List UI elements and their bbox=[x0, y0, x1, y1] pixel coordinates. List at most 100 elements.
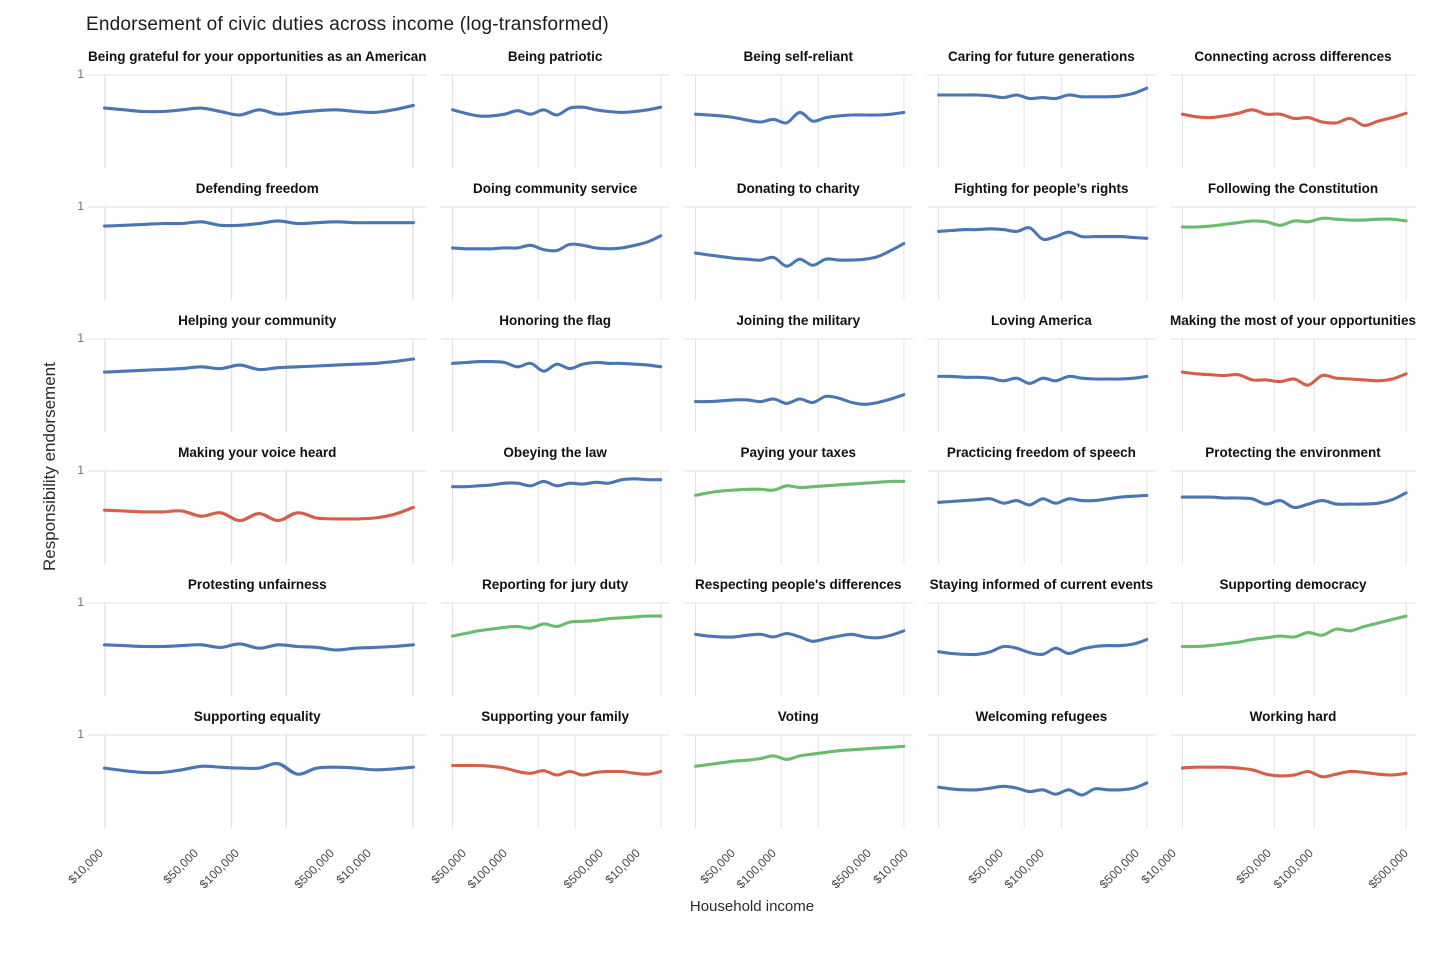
facet-title: Being patriotic bbox=[507, 49, 603, 64]
facet-working-hard: Working hard bbox=[1169, 706, 1416, 830]
facet-making-the-most-of-your-opportunities: Making the most of your opportunities bbox=[1169, 310, 1416, 434]
facet-practicing-freedom-of-speech: Practicing freedom of speech bbox=[926, 442, 1156, 566]
facet-title: Defending freedom bbox=[195, 181, 319, 196]
facet-plot bbox=[926, 74, 1156, 168]
facet-title: Supporting your family bbox=[481, 709, 630, 724]
facet-plot bbox=[683, 602, 913, 696]
facet-respecting-people-s-differences: Respecting people's differences bbox=[683, 574, 913, 698]
facet-title: Loving America bbox=[991, 313, 1092, 328]
facet-title: Helping your community bbox=[178, 313, 337, 328]
facet-plot bbox=[88, 206, 427, 300]
facet-plot bbox=[683, 734, 913, 828]
facet-fighting-for-people-s-rights: Fighting for people’s rights bbox=[926, 178, 1156, 302]
facet-title: Working hard bbox=[1249, 709, 1337, 724]
facet-title: Making your voice heard bbox=[178, 445, 337, 460]
y-tick-label: 1 bbox=[77, 595, 84, 609]
facet-plot bbox=[926, 338, 1156, 432]
facet-paying-your-taxes: Paying your taxes bbox=[683, 442, 913, 566]
y-tick-label: 1 bbox=[77, 463, 84, 477]
facet-following-the-constitution: Following the Constitution bbox=[1169, 178, 1416, 302]
facet-title: Donating to charity bbox=[736, 181, 860, 196]
facet-plot bbox=[88, 338, 427, 432]
facet-caring-for-future-generations: Caring for future generations bbox=[926, 46, 1156, 170]
facet-helping-your-community: Helping your community 1 bbox=[77, 310, 427, 434]
facet-title: Being grateful for your opportunities as… bbox=[88, 49, 427, 64]
facet-title: Reporting for jury duty bbox=[482, 577, 629, 592]
facet-plot bbox=[440, 206, 670, 300]
y-tick-label: 1 bbox=[77, 331, 84, 345]
facet-plot bbox=[926, 470, 1156, 564]
facet-protesting-unfairness: Protesting unfairness 1 bbox=[77, 574, 427, 698]
facet-title: Voting bbox=[777, 709, 819, 724]
facet-plot bbox=[440, 338, 670, 432]
facet-plot bbox=[1169, 338, 1416, 432]
facet-plot bbox=[88, 470, 427, 564]
facet-title: Joining the military bbox=[736, 313, 861, 328]
facet-plot bbox=[1169, 206, 1416, 300]
facet-supporting-equality: Supporting equality 1 bbox=[77, 706, 427, 830]
facet-title: Following the Constitution bbox=[1207, 181, 1379, 196]
facet-title: Caring for future generations bbox=[948, 49, 1135, 64]
facet-plot bbox=[88, 74, 427, 168]
facet-connecting-across-differences: Connecting across differences bbox=[1169, 46, 1416, 170]
facet-plot bbox=[88, 734, 427, 828]
page-title: Endorsement of civic duties across incom… bbox=[86, 14, 609, 35]
facet-loving-america: Loving America bbox=[926, 310, 1156, 434]
facet-making-your-voice-heard: Making your voice heard 1 bbox=[77, 442, 427, 566]
facet-title: Honoring the flag bbox=[499, 313, 611, 328]
facet-obeying-the-law: Obeying the law bbox=[440, 442, 670, 566]
facet-title: Connecting across differences bbox=[1194, 49, 1392, 64]
facet-plot bbox=[88, 602, 427, 696]
facet-title: Being self-reliant bbox=[743, 49, 854, 64]
facet-plot bbox=[683, 470, 913, 564]
y-tick-label: 1 bbox=[77, 67, 84, 81]
facet-staying-informed-of-current-events: Staying informed of current events bbox=[926, 574, 1156, 698]
facet-donating-to-charity: Donating to charity bbox=[683, 178, 913, 302]
facet-welcoming-refugees: Welcoming refugees bbox=[926, 706, 1156, 830]
facet-supporting-democracy: Supporting democracy bbox=[1169, 574, 1416, 698]
facet-plot bbox=[440, 734, 670, 828]
facet-title: Protesting unfairness bbox=[187, 577, 327, 592]
facet-title: Paying your taxes bbox=[740, 445, 857, 460]
facet-defending-freedom: Defending freedom 1 bbox=[77, 178, 427, 302]
facet-plot bbox=[683, 338, 913, 432]
facet-plot bbox=[683, 74, 913, 168]
facet-plot bbox=[1169, 734, 1416, 828]
facet-title: Doing community service bbox=[472, 181, 638, 196]
facet-plot bbox=[440, 74, 670, 168]
facet-title: Supporting democracy bbox=[1219, 577, 1367, 592]
facet-plot bbox=[440, 470, 670, 564]
facet-joining-the-military: Joining the military bbox=[683, 310, 913, 434]
facet-plot bbox=[926, 734, 1156, 828]
facet-honoring-the-flag: Honoring the flag bbox=[440, 310, 670, 434]
facet-title: Welcoming refugees bbox=[975, 709, 1108, 724]
facet-grid-wrap: Being grateful for your opportunities as… bbox=[65, 46, 1416, 916]
facet-plot bbox=[1169, 74, 1416, 168]
facet-plot bbox=[440, 602, 670, 696]
facet-title: Respecting people's differences bbox=[695, 577, 902, 592]
facet-plot bbox=[1169, 470, 1416, 564]
facet-plot bbox=[926, 602, 1156, 696]
facet-grid: Being grateful for your opportunities as… bbox=[77, 46, 1416, 838]
y-tick-label: 1 bbox=[77, 199, 84, 213]
facet-title: Making the most of your opportunities bbox=[1169, 313, 1416, 328]
facet-plot bbox=[683, 206, 913, 300]
facet-title: Fighting for people’s rights bbox=[954, 181, 1129, 196]
facet-plot bbox=[1169, 602, 1416, 696]
facet-being-self-reliant: Being self-reliant bbox=[683, 46, 913, 170]
facet-being-grateful-for-your-opportunities-as-an-american: Being grateful for your opportunities as… bbox=[77, 46, 427, 170]
facet-title: Protecting the environment bbox=[1205, 445, 1381, 460]
y-axis-label: Responsibility endorsement bbox=[40, 362, 59, 572]
facet-doing-community-service: Doing community service bbox=[440, 178, 670, 302]
facet-title: Practicing freedom of speech bbox=[946, 445, 1136, 460]
facet-title: Staying informed of current events bbox=[929, 577, 1154, 592]
facet-voting: Voting bbox=[683, 706, 913, 830]
facet-being-patriotic: Being patriotic bbox=[440, 46, 670, 170]
facet-title: Supporting equality bbox=[193, 709, 321, 724]
facet-supporting-your-family: Supporting your family bbox=[440, 706, 670, 830]
y-tick-label: 1 bbox=[77, 727, 84, 741]
facet-title: Obeying the law bbox=[503, 445, 607, 460]
facet-reporting-for-jury-duty: Reporting for jury duty bbox=[440, 574, 670, 698]
facet-plot bbox=[926, 206, 1156, 300]
x-axis-label: Household income bbox=[689, 898, 815, 915]
